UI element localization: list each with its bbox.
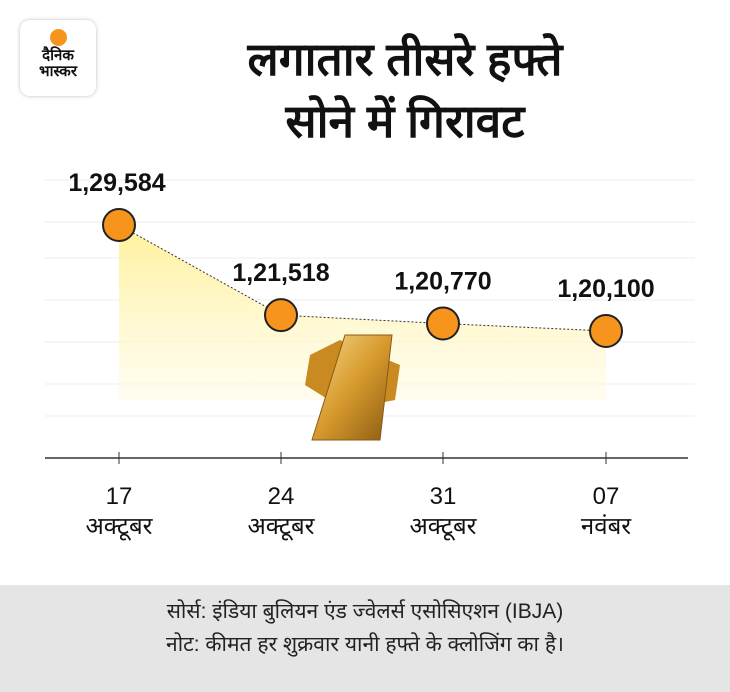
x-tick-label: 07 नवंबर (546, 482, 666, 542)
data-point (264, 298, 298, 333)
logo-line2: भास्कर (39, 63, 77, 80)
area-fill (119, 225, 606, 400)
series-line (118, 224, 607, 332)
price-note: नोट: कीमत हर शुक्रवार यानी हफ्ते के क्लो… (166, 633, 564, 656)
x-tick-label-line: अक्टूबर (85, 513, 153, 540)
page-title: लगातार तीसरे हफ्ते सोने में गिरावट (120, 28, 690, 152)
x-tick-label: 17 अक्टूबर (59, 482, 179, 542)
x-tick-label-line: 31 (429, 483, 457, 510)
x-tick-label-line: 07 (592, 483, 620, 510)
logo-line1: दैनिक (42, 47, 74, 64)
dainik-bhaskar-logo: दैनिक भास्कर (20, 20, 96, 96)
x-tick-label: 31 अक्टूबर (383, 482, 503, 542)
data-point (426, 306, 460, 341)
x-tick-label-line: 17 (105, 483, 133, 510)
x-tick-label: 24 अक्टूबर (221, 482, 341, 542)
logo-sun-icon (49, 29, 67, 46)
data-point (102, 208, 136, 242)
data-label: 1,29,584 (68, 169, 165, 197)
x-tick-label-line: नवंबर (580, 513, 632, 540)
data-label: 1,21,518 (232, 259, 329, 287)
footer: सोर्स: इंडिया बुलियन एंड ज्वेलर्स एसोसिए… (0, 585, 730, 692)
title-line2: सोने में गिरावट (285, 95, 525, 147)
title-line1: लगातार तीसरे हफ्ते (247, 33, 563, 85)
x-tick-label-line: 24 (267, 483, 295, 510)
data-label: 1,20,100 (557, 275, 654, 303)
x-tick-label-line: अक्टूबर (247, 513, 315, 540)
source-note: सोर्स: इंडिया बुलियन एंड ज्वेलर्स एसोसिए… (166, 600, 564, 623)
x-tick-label-line: अक्टूबर (409, 513, 477, 540)
line-chart: 1,29,584 1,21,518 1,20,770 1,20,100 (45, 169, 695, 464)
gold-bar-image (305, 334, 400, 441)
data-point (589, 314, 623, 348)
data-label: 1,20,770 (394, 268, 491, 296)
